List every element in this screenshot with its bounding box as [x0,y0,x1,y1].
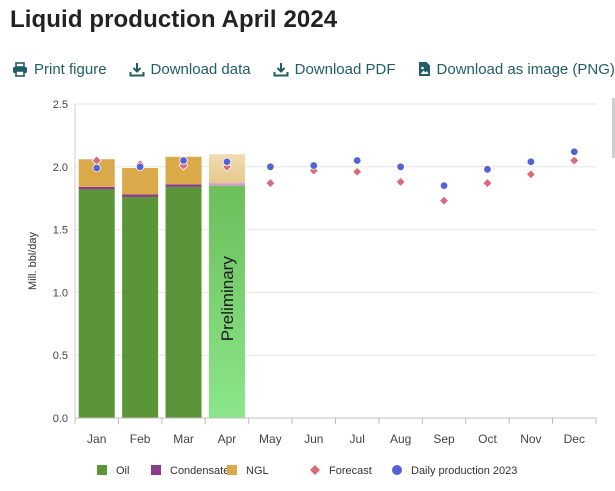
image-file-icon [418,62,430,76]
x-tick-label: Mar [173,432,194,446]
print-figure-button[interactable]: Print figure [12,61,107,78]
legend-label: Condensate [170,465,229,477]
legend-swatch-condensate [151,465,161,475]
download-png-label: Download as image (PNG) [436,60,615,78]
daily-production-point [439,181,449,190]
page-title: Liquid production April 2024 [10,6,338,33]
download-pdf-button[interactable]: Download PDF [273,61,396,78]
x-tick-label: May [259,432,282,446]
download-icon [273,62,289,76]
bar-condensate [165,184,202,187]
download-pdf-label: Download PDF [294,60,396,78]
x-tick-label: Jul [350,432,365,446]
legend-label: NGL [246,465,269,477]
legend-label: Daily production 2023 [411,465,517,477]
forecast-point [482,178,493,189]
liquid-production-chart: 0.0 0.5 1.0 1.5 2.0 2.5 Mill. bbl/day Prelimina… [27,99,597,477]
daily-production-point [526,157,536,166]
download-data-button[interactable]: Download data [129,61,251,78]
scrollbar-edge [612,98,615,158]
daily-production-point [266,162,275,171]
download-data-label: Download data [150,60,251,78]
x-tick-label: Dec [564,432,585,446]
legend-swatch-daily-production [392,465,402,475]
x-tick-label: Jun [304,432,323,446]
daily-production-point [309,161,318,170]
forecast-point [438,195,450,206]
x-tick-label: Feb [130,432,151,446]
y-tick-label: 1.0 [53,287,68,299]
forecast-point [352,166,363,177]
forecast-point [569,155,580,166]
x-tick-label: Sep [433,432,455,446]
x-tick-label: Apr [218,432,237,446]
download-png-button[interactable]: Download as image (PNG) [418,61,615,78]
x-tick-label: Nov [520,432,541,446]
bar-oil [78,189,115,418]
legend-swatch-oil [97,465,107,475]
bar-oil [208,185,245,418]
daily-production-point [135,162,145,171]
figure-toolbar: Print figure Download data Download PDF … [12,58,615,80]
bar-oil [165,186,202,418]
y-tick-label: 1.5 [53,225,68,237]
legend-label: Oil [116,465,129,477]
legend-swatch-ngl [227,465,237,475]
daily-production-point [396,162,405,171]
printer-icon [13,61,27,77]
y-tick-label: 2.5 [53,99,68,111]
legend-swatch-forecast [310,465,320,475]
x-tick-label: Oct [478,432,497,446]
y-tick-label: 2.0 [53,162,68,174]
bar-condensate [208,183,245,186]
daily-production-point [353,156,362,165]
daily-production-point [222,157,232,166]
download-icon [129,62,145,76]
x-tick-label: Jan [87,432,106,446]
bar-ngl [122,168,159,195]
daily-production-point [570,147,579,156]
daily-production-point [92,163,101,173]
daily-production-point [483,165,492,174]
y-tick-label: 0.0 [53,413,68,425]
bar-condensate [122,194,159,197]
daily-production-point [179,156,188,165]
y-axis-label: Mill. bbl/day [27,231,39,290]
forecast-point [395,176,406,187]
bar-condensate [78,186,115,190]
forecast-point [265,178,276,189]
y-tick-label: 0.5 [53,350,68,362]
x-tick-label: Aug [390,432,411,446]
bar-oil [122,196,159,418]
legend-label: Forecast [329,465,372,477]
preliminary-label: Preliminary [218,256,237,342]
forecast-point [525,169,536,180]
print-figure-label: Print figure [34,60,107,78]
